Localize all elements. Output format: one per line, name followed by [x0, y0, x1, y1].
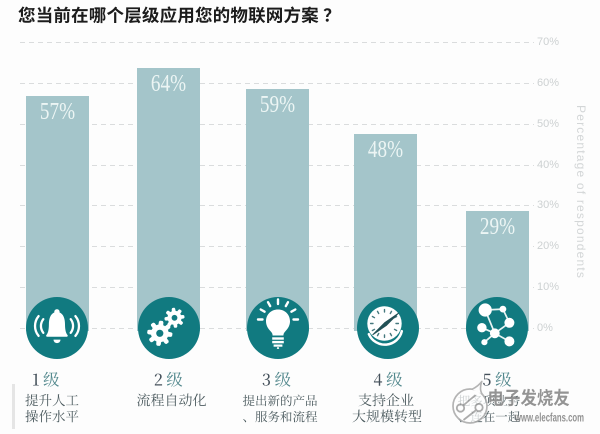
svg-text:www.elecfans.com: www.elecfans.com	[514, 411, 584, 425]
